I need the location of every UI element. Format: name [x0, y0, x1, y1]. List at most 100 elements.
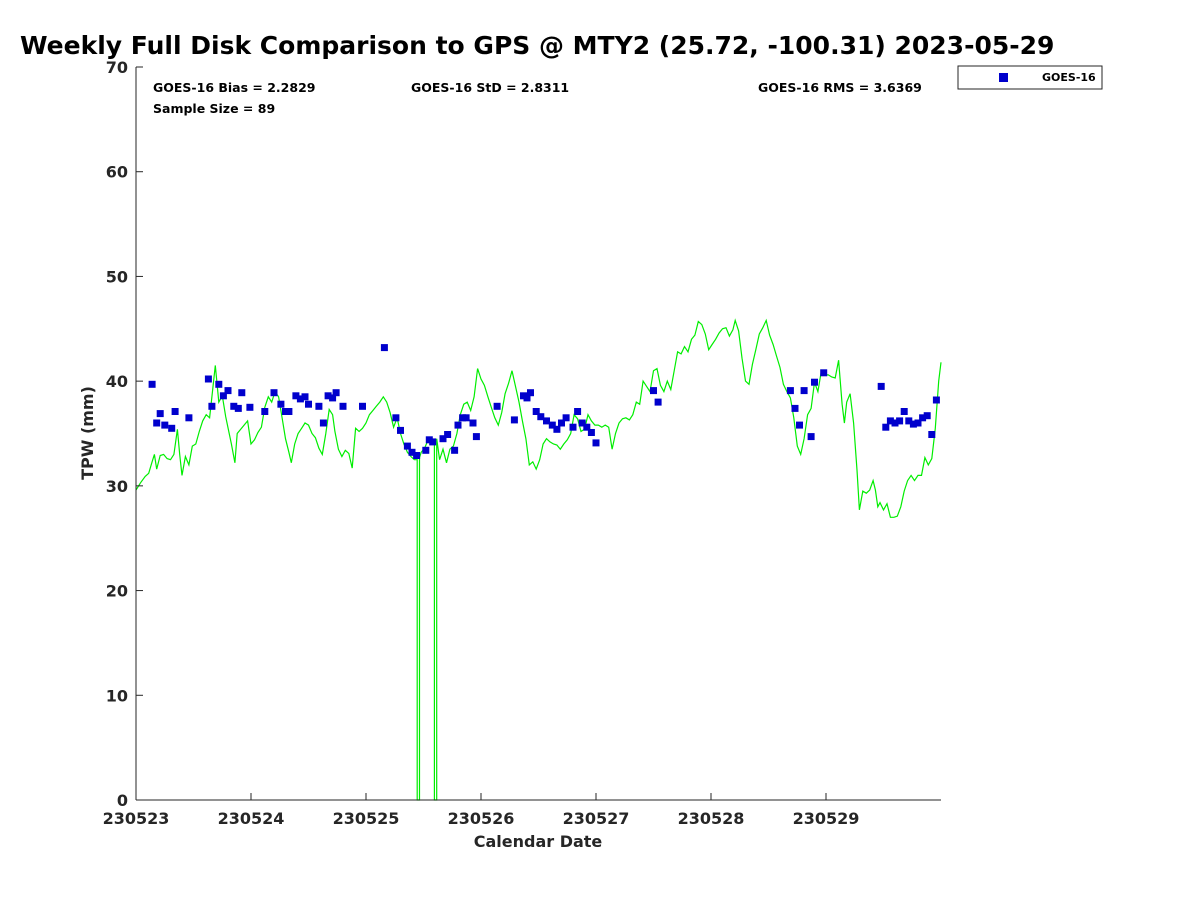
axes	[135, 66, 941, 801]
goes16-point	[224, 387, 232, 395]
goes16-point	[462, 414, 470, 422]
goes16-point	[562, 414, 570, 422]
goes16-point	[796, 421, 803, 429]
goes16-point	[301, 393, 309, 401]
goes16-point	[238, 389, 246, 397]
x-tick-label: 230526	[448, 809, 515, 828]
goes16-point	[877, 382, 885, 390]
goes16-point	[532, 408, 540, 415]
goes16-point	[583, 423, 591, 431]
goes16-point	[909, 420, 917, 428]
goes16-point	[527, 389, 534, 397]
goes16-point	[800, 387, 808, 395]
goes16-point	[919, 414, 927, 422]
goes16-point	[230, 402, 238, 410]
y-tick-label: 30	[106, 477, 128, 496]
y-tick-label: 40	[106, 372, 128, 391]
y-tick-label: 10	[106, 686, 128, 705]
series-layer	[135, 318, 942, 801]
goes16-point	[397, 426, 404, 434]
goes16-point	[548, 421, 556, 429]
goes16-point	[820, 369, 828, 377]
goes16-point	[444, 431, 452, 438]
x-tick-label: 230527	[563, 809, 630, 828]
goes16-point	[650, 387, 657, 395]
goes16-point	[413, 452, 421, 459]
goes16-point	[380, 344, 388, 352]
rms-annotation: GOES-16 RMS = 3.6369	[758, 80, 922, 95]
goes16-point	[219, 392, 227, 400]
goes16-point	[905, 417, 913, 425]
tick-labels: 0 10 20 30 40 50 60 70 230523 230524 230525 230526 2…	[103, 58, 860, 828]
goes16-point	[204, 375, 212, 383]
goes16-point	[574, 408, 582, 415]
goes16-point	[914, 419, 922, 427]
goes16-point	[654, 398, 662, 406]
goes16-point	[246, 403, 254, 411]
goes16-point	[886, 417, 894, 425]
std-annotation: GOES-16 StD = 2.8311	[411, 80, 569, 95]
goes16-point	[439, 435, 447, 443]
goes16-point	[523, 394, 531, 402]
goes16-point	[429, 438, 437, 446]
goes16-point	[932, 396, 940, 404]
goes16-point	[587, 429, 595, 436]
goes16-point	[305, 400, 312, 408]
goes16-point	[592, 439, 600, 447]
goes16-point	[332, 389, 340, 397]
legend-box	[957, 65, 1103, 90]
sample-size-annotation: Sample Size = 89	[153, 101, 275, 116]
goes16-point	[493, 402, 501, 410]
goes16-point	[234, 404, 242, 412]
goes16-point	[422, 446, 430, 454]
goes16-point	[543, 417, 550, 425]
x-tick-label: 230529	[793, 809, 860, 828]
goes16-point	[900, 408, 908, 415]
goes16-point	[324, 392, 332, 400]
goes16-point	[928, 431, 936, 438]
goes16-point	[153, 419, 161, 427]
goes16-point	[553, 425, 561, 433]
x-tick-label: 230528	[678, 809, 745, 828]
goes16-point	[296, 395, 304, 403]
y-tick-label: 0	[117, 791, 128, 810]
x-tick-label: 230523	[103, 809, 170, 828]
legend-entry-goes16: GOES-16	[1042, 71, 1096, 84]
goes16-point	[339, 402, 347, 410]
goes16-point	[578, 419, 586, 427]
goes16-point	[451, 446, 459, 454]
goes16-point	[558, 419, 565, 427]
legend-marker-goes16	[999, 73, 1008, 82]
goes16-point	[472, 433, 480, 441]
goes16-point	[469, 419, 477, 427]
bias-annotation: GOES-16 Bias = 2.2829	[153, 80, 315, 95]
goes16-point	[807, 433, 815, 441]
x-axis-label: Calendar Date	[474, 832, 603, 851]
chart-title: Weekly Full Disk Comparison to GPS @ MTY…	[20, 31, 1054, 60]
goes16-point	[510, 416, 518, 424]
goes16-point	[315, 402, 323, 410]
goes16-point	[537, 413, 545, 421]
goes16-point	[208, 402, 216, 410]
gps-line	[135, 318, 942, 801]
goes16-point	[185, 414, 193, 422]
goes16-point	[811, 378, 818, 386]
goes16-point	[270, 389, 278, 397]
y-tick-label: 70	[106, 58, 128, 77]
goes16-point	[168, 424, 176, 432]
goes16-point	[319, 419, 327, 427]
goes16-point	[896, 417, 904, 425]
goes16-point	[329, 394, 337, 402]
goes16-point	[408, 448, 416, 456]
y-axis-label: TPW (mm)	[78, 386, 97, 480]
goes16-point	[786, 387, 794, 395]
goes16-point	[403, 442, 411, 450]
goes16-point	[171, 408, 179, 415]
y-tick-label: 20	[106, 582, 128, 601]
goes16-point	[569, 423, 577, 431]
goes16-point	[148, 380, 156, 388]
goes16-point	[923, 412, 931, 420]
y-tick-label: 50	[106, 267, 128, 286]
x-tick-label: 230525	[333, 809, 400, 828]
